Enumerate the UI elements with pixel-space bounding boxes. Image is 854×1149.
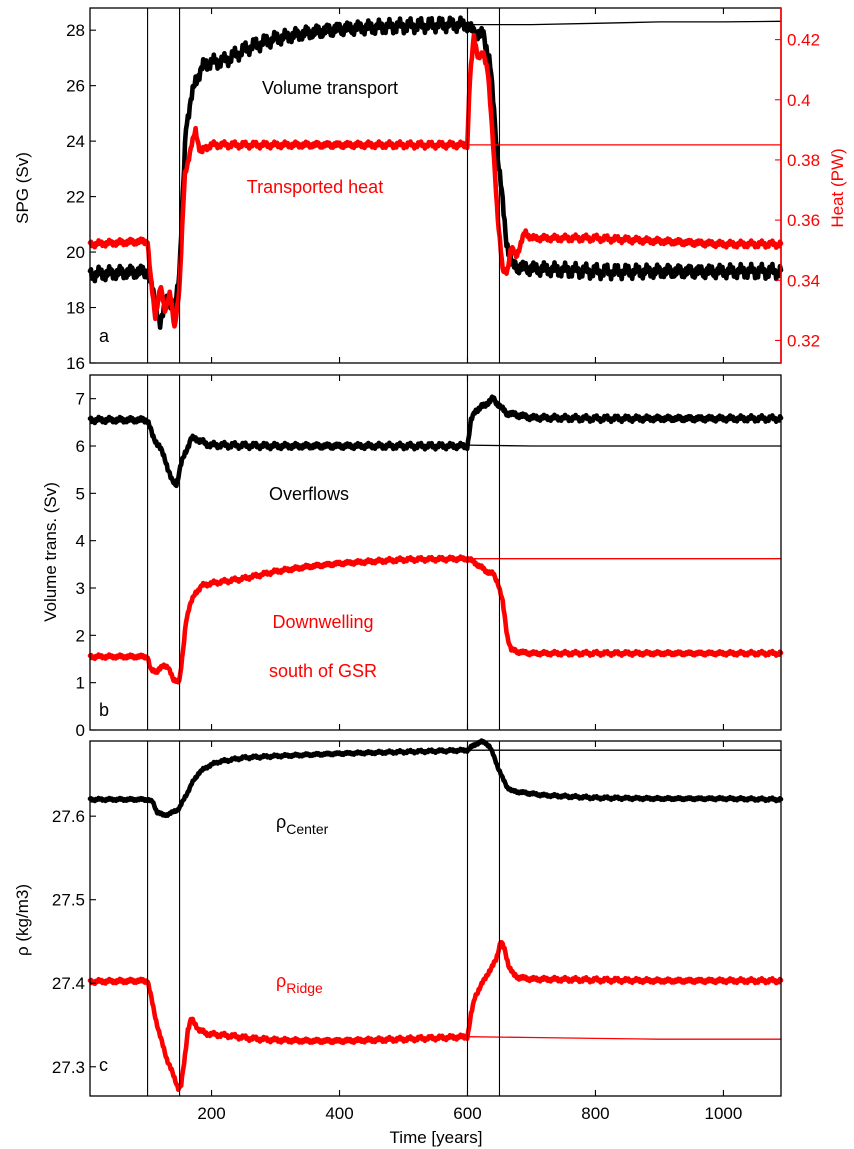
ytick-label-a-6: 28 [66, 21, 85, 40]
plot-frame-a [89, 7, 782, 364]
series-line-b-2 [87, 554, 784, 685]
ylabel-rho-text: ρ (kg/m3) [13, 884, 32, 956]
panel-letter-a: a [99, 326, 110, 346]
series-line-a-0 [87, 15, 784, 330]
annotation-south-of-gsr: south of GSR [269, 661, 377, 681]
ytick-label-a-2: 20 [66, 243, 85, 262]
annotation-downwelling: Downwelling [272, 612, 373, 632]
xtick-label-3: 800 [581, 1104, 609, 1123]
ytick-label-c-2: 27.5 [52, 891, 85, 910]
ytick-label-a-1: 18 [66, 299, 85, 318]
y2tick-label-3: 0.38 [787, 151, 820, 170]
plot-frame-c [89, 740, 782, 1097]
y2tick-label-5: 0.42 [787, 31, 820, 50]
series-line-c-0 [87, 738, 784, 819]
ytick-label-b-2: 2 [76, 626, 85, 645]
ytick-label-b-6: 6 [76, 437, 85, 456]
xlabel-time: Time [years] [390, 1128, 483, 1147]
ytick-label-a-5: 26 [66, 77, 85, 96]
ytick-label-b-7: 7 [76, 390, 85, 409]
annotation-volume-transport: Volume transport [262, 78, 398, 98]
ytick-label-a-3: 22 [66, 188, 85, 207]
annotation-rho-center: ρCenter [276, 812, 329, 837]
series-line-b-1 [466, 444, 782, 447]
ytick-label-a-4: 24 [66, 132, 85, 151]
panel-letter-c: c [99, 1055, 108, 1075]
rho-ridge-subscript: Ridge [286, 980, 323, 996]
ytick-label-b-4: 4 [76, 532, 85, 551]
y2tick-label-4: 0.4 [787, 91, 811, 110]
y2tick-label-2: 0.36 [787, 211, 820, 230]
plot-frame-b [89, 374, 782, 731]
series-line-a-2 [87, 32, 784, 329]
xtick-label-1: 400 [325, 1104, 353, 1123]
ytick-label-b-1: 1 [76, 674, 85, 693]
ytick-label-a-0: 16 [66, 354, 85, 373]
xtick-label-4: 1000 [705, 1104, 743, 1123]
panel-letter-b: b [99, 700, 109, 720]
ytick-label-c-0: 27.3 [52, 1058, 85, 1077]
series-line-a-1 [466, 20, 782, 26]
annotation-transported-heat: Transported heat [247, 177, 383, 197]
series-line-b-0 [87, 394, 784, 489]
ylabel-spg: SPG (Sv) [13, 152, 32, 224]
xtick-label-0: 200 [197, 1104, 225, 1123]
rho-center-subscript: Center [286, 821, 328, 837]
ytick-label-b-3: 3 [76, 579, 85, 598]
ylabel-rho: ρ (kg/m3) [13, 884, 32, 956]
ylabel-heat: Heat (PW) [828, 148, 847, 227]
y2tick-label-0: 0.32 [787, 331, 820, 350]
xtick-label-2: 600 [453, 1104, 481, 1123]
annotation-overflows: Overflows [269, 484, 349, 504]
ytick-label-b-5: 5 [76, 484, 85, 503]
annotation-rho-ridge: ρRidge [276, 971, 323, 996]
y2tick-label-1: 0.34 [787, 271, 820, 290]
series-line-c-2 [87, 940, 784, 1092]
ytick-label-c-3: 27.6 [52, 807, 85, 826]
ytick-label-c-1: 27.4 [52, 974, 85, 993]
ytick-label-b-0: 0 [76, 721, 85, 740]
rho-ridge-symbol: ρ [276, 971, 286, 991]
rho-center-symbol: ρ [276, 812, 286, 832]
series-line-c-3 [466, 1036, 782, 1040]
ylabel-volume-trans: Volume trans. (Sv) [41, 482, 60, 622]
